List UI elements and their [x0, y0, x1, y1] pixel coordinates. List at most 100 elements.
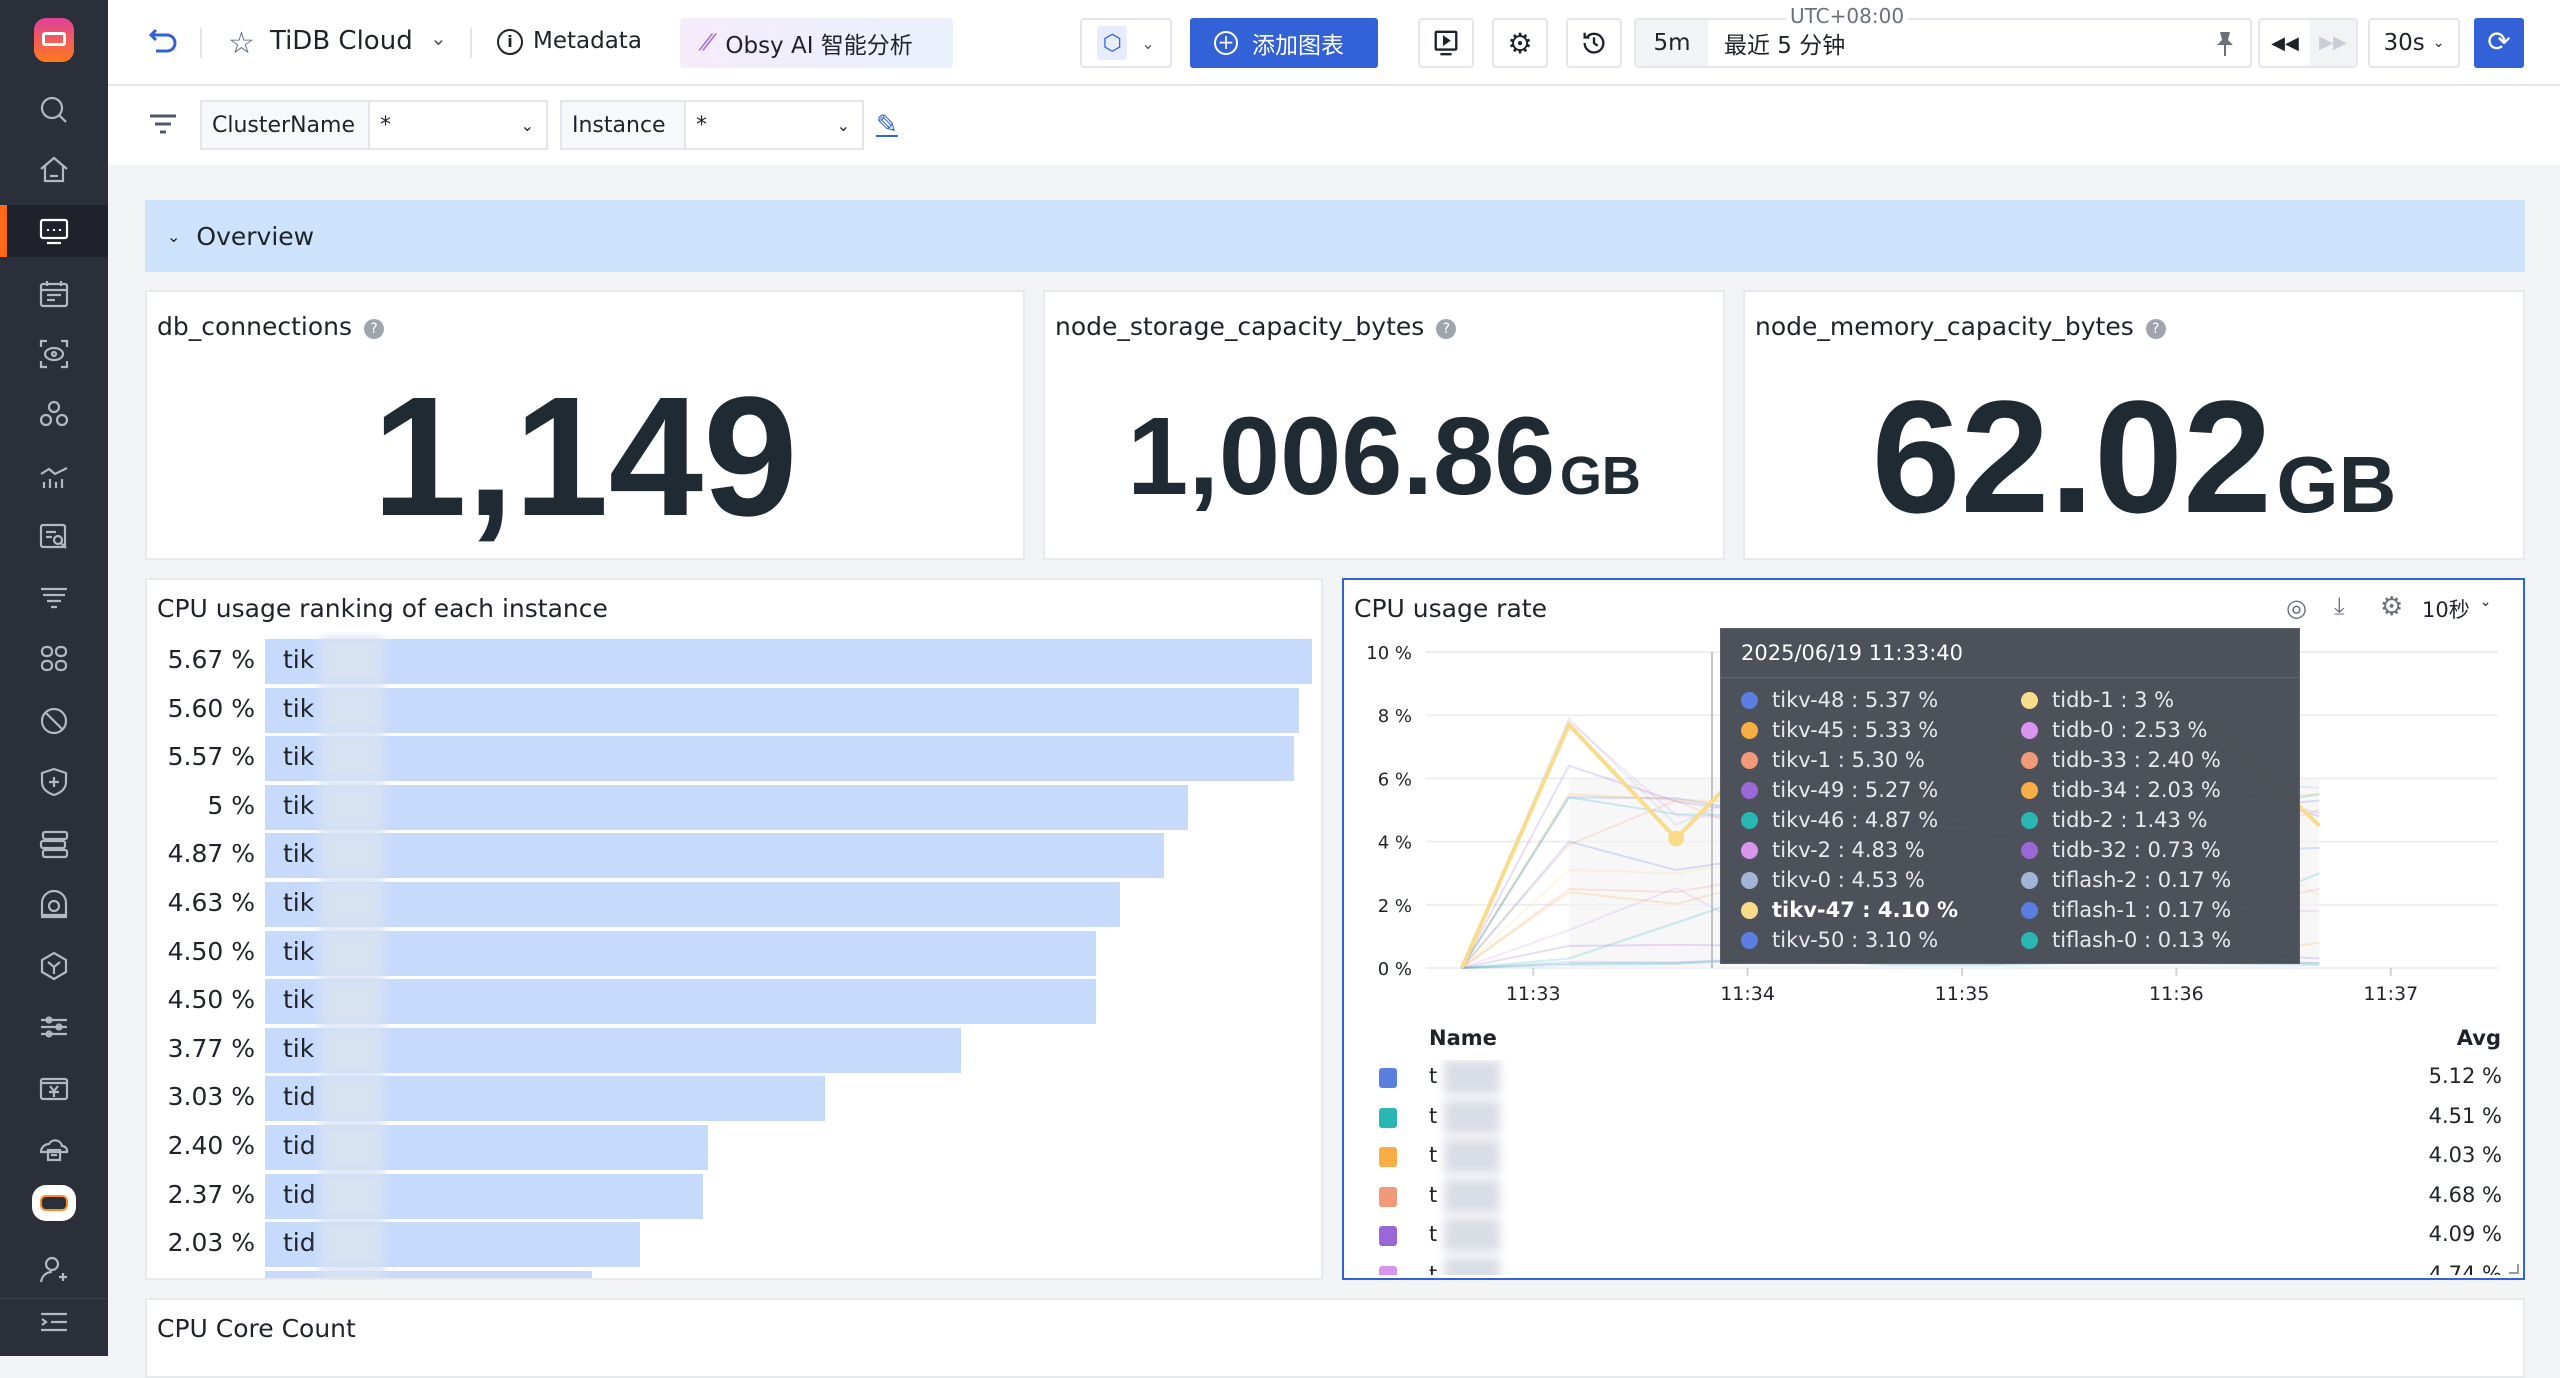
- tooltip-sep: :: [2113, 808, 2135, 832]
- metadata-button[interactable]: Metadata: [533, 28, 642, 54]
- legend-row[interactable]: t 4.51 %: [1344, 1099, 2523, 1136]
- gear-icon[interactable]: ⚙: [1492, 18, 1548, 68]
- sidebar-divider: [0, 1298, 108, 1299]
- pin-icon[interactable]: [2214, 30, 2236, 58]
- stat-panel-storage: node_storage_capacity_bytes? 1,006.86 GB: [1043, 290, 1725, 560]
- tooltip-row: tikv-2 : 4.83 %: [1741, 837, 1925, 863]
- collapse-icon[interactable]: [0, 1296, 108, 1348]
- step-back-button[interactable]: ◀◀: [2271, 32, 2299, 54]
- legend-row[interactable]: t 4.74 %: [1344, 1257, 2523, 1275]
- bar-value-label: 4.87 %: [167, 839, 255, 869]
- logo-icon[interactable]: [0, 14, 108, 66]
- overview-section-header[interactable]: ⌄ Overview: [145, 200, 2525, 272]
- legend-name: t: [1429, 1182, 1438, 1207]
- legend-row[interactable]: t 5.12 %: [1344, 1060, 2523, 1096]
- bar[interactable]: [265, 930, 1096, 976]
- edit-icon[interactable]: ✎: [876, 110, 898, 140]
- help-icon[interactable]: ?: [364, 319, 385, 339]
- filter-icon[interactable]: [148, 112, 178, 142]
- dashboard-icon[interactable]: [0, 205, 108, 257]
- legend-name: t: [1429, 1143, 1438, 1167]
- tooltip-row: tikv-46 : 4.87 %: [1741, 807, 1938, 833]
- gear-icon[interactable]: ⚙: [2380, 592, 2404, 622]
- billing-icon[interactable]: [0, 1063, 108, 1115]
- bar-value-label: 2.37 %: [167, 1179, 255, 1209]
- metrics-icon[interactable]: [0, 451, 108, 503]
- history-icon[interactable]: [1566, 18, 1622, 68]
- bar-value-label: 5.60 %: [167, 693, 255, 723]
- legend-swatch: [1379, 1068, 1397, 1088]
- server-icon[interactable]: [0, 818, 108, 870]
- log-search-icon[interactable]: [0, 511, 108, 563]
- scan-icon[interactable]: [0, 328, 108, 380]
- bar[interactable]: [265, 979, 1096, 1025]
- disabled-icon[interactable]: [0, 695, 108, 747]
- legend-row[interactable]: t 4.03 %: [1344, 1139, 2523, 1175]
- legend-swatch: [1379, 1265, 1397, 1275]
- undo-icon[interactable]: [146, 24, 182, 60]
- bar[interactable]: [265, 833, 1165, 879]
- bar[interactable]: [265, 784, 1189, 830]
- apps-icon[interactable]: [0, 633, 108, 685]
- tooltip-sep: :: [1831, 838, 1852, 862]
- tooltip-row: tikv-0 : 4.53 %: [1741, 867, 1925, 893]
- time-range-picker[interactable]: 5m 最近 5 分钟 UTC+08:00: [1634, 4, 2252, 68]
- download-icon[interactable]: ⤓: [2334, 592, 2345, 620]
- bar-value-label: 4.50 %: [167, 985, 255, 1015]
- star-icon[interactable]: ☆: [228, 26, 255, 61]
- robot-icon[interactable]: [0, 1177, 108, 1229]
- series-color-dot: [1741, 811, 1758, 829]
- calendar-icon[interactable]: [0, 268, 108, 320]
- bar[interactable]: [265, 687, 1300, 733]
- chevron-down-icon[interactable]: ⌄: [430, 26, 447, 50]
- bar-value-label: 5 %: [207, 790, 255, 820]
- refresh-interval-dropdown[interactable]: 30s ⌄: [2368, 18, 2460, 68]
- tooltip-row: tikv-50 : 3.10 %: [1741, 927, 1938, 953]
- y-tick-label: 6 %: [1378, 769, 1412, 790]
- sliders-icon[interactable]: [0, 1001, 108, 1053]
- legend-row[interactable]: t 4.09 %: [1344, 1218, 2523, 1254]
- cluster-icon[interactable]: [0, 388, 108, 440]
- help-icon[interactable]: ?: [1436, 319, 1457, 339]
- home-icon[interactable]: [0, 144, 108, 196]
- bar[interactable]: [265, 639, 1312, 684]
- tooltip-series-name: tidb-34: [2052, 778, 2128, 802]
- tooltip-sep: :: [2127, 838, 2148, 862]
- bar[interactable]: [265, 882, 1120, 927]
- cube-icon[interactable]: [0, 940, 108, 992]
- step-forward-button[interactable]: ▶▶: [2310, 20, 2356, 66]
- tooltip-series-name: tiflash-0: [2052, 928, 2138, 952]
- clustername-select[interactable]: * ⌄: [370, 102, 546, 148]
- camera-icon[interactable]: [0, 878, 108, 930]
- legend-name: t: [1429, 1064, 1438, 1088]
- redacted-name: [320, 977, 384, 1026]
- analyze-icon[interactable]: ◎: [2286, 594, 2307, 622]
- bar-category-label: tik: [283, 1033, 315, 1063]
- bar[interactable]: [265, 1270, 592, 1278]
- legend-row[interactable]: t 4.68 %: [1344, 1178, 2523, 1215]
- redacted-name: [1444, 1139, 1500, 1173]
- filter-list-icon[interactable]: [0, 571, 108, 623]
- instance-select[interactable]: * ⌄: [686, 102, 862, 148]
- cluster-type-dropdown[interactable]: ⬡ ⌄: [1080, 18, 1172, 68]
- redacted-name: [1444, 1178, 1500, 1213]
- tooltip-series-value: 2.03 %: [2147, 778, 2221, 802]
- shield-icon[interactable]: [0, 756, 108, 808]
- stat-unit: GB: [1559, 446, 1641, 506]
- step-dropdown[interactable]: 10秒 ⌄: [2422, 594, 2491, 624]
- step-value: 10秒: [2422, 598, 2470, 622]
- search-icon[interactable]: [0, 84, 108, 136]
- add-chart-button[interactable]: + 添加图表: [1190, 18, 1378, 68]
- play-icon[interactable]: [1418, 18, 1474, 68]
- user-add-icon[interactable]: [0, 1244, 108, 1296]
- tooltip-row: tidb-33 : 2.40 %: [2021, 747, 2221, 773]
- help-icon[interactable]: ?: [2145, 319, 2166, 339]
- bar[interactable]: [265, 736, 1294, 782]
- cloud-icon[interactable]: [0, 1123, 108, 1175]
- refresh-button[interactable]: ⟳: [2474, 18, 2524, 68]
- tooltip-row: tidb-34 : 2.03 %: [2021, 777, 2221, 803]
- workspace-name[interactable]: TiDB Cloud: [270, 26, 413, 56]
- resize-handle[interactable]: [2509, 1264, 2519, 1274]
- series-color-dot: [1741, 751, 1758, 769]
- obsy-ai-button[interactable]: ⁄⁄ Obsy AI 智能分析: [680, 18, 953, 68]
